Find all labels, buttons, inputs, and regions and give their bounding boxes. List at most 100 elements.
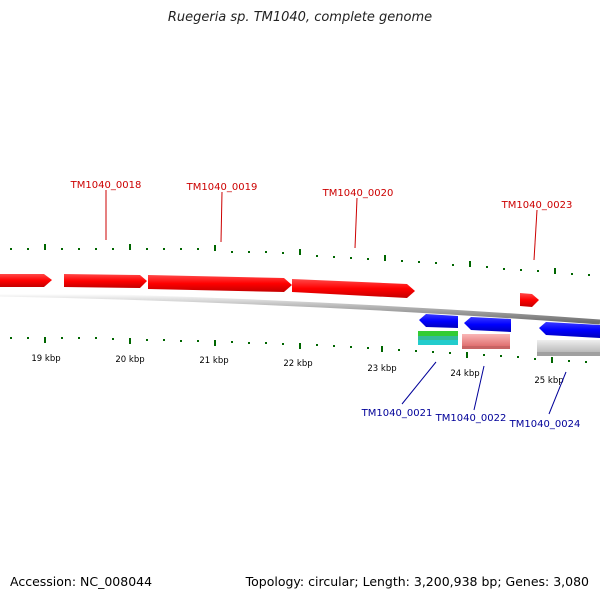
tick-mark	[10, 337, 12, 339]
tick-mark	[415, 350, 417, 352]
tick-mark	[384, 255, 386, 261]
tick-mark	[61, 248, 63, 250]
tick-mark	[180, 248, 182, 250]
tick-mark	[500, 355, 502, 357]
tick-mark	[163, 339, 165, 341]
callout-line	[354, 197, 358, 249]
tick-mark	[503, 268, 505, 270]
tick-mark	[231, 251, 233, 253]
reverse-strand	[418, 314, 600, 356]
tick-mark	[146, 339, 148, 341]
tick-mark	[95, 248, 97, 250]
tick-mark	[350, 346, 352, 348]
scale-label: 25 kbp	[534, 376, 563, 386]
tick-mark	[248, 342, 250, 344]
scale-label: 22 kbp	[283, 359, 312, 369]
lower-ticks	[10, 337, 587, 363]
tick-mark	[78, 248, 80, 250]
map-title: Ruegeria sp. TM1040, complete genome	[167, 10, 433, 25]
tick-mark	[432, 351, 434, 353]
tick-mark	[180, 340, 182, 342]
tick-mark	[112, 338, 114, 340]
genome-summary: Topology: circular; Length: 3,200,938 bp…	[245, 574, 589, 589]
tick-mark	[418, 261, 420, 263]
tick-mark	[27, 248, 29, 250]
tick-mark	[61, 337, 63, 339]
tick-mark	[517, 356, 519, 358]
gene-arrow-tm1040-0023[interactable]	[520, 293, 539, 307]
scale-label: 23 kbp	[367, 364, 396, 374]
gene-label-tm1040-0021[interactable]: TM1040_0021	[361, 408, 433, 419]
gene-label-tm1040-0022[interactable]: TM1040_0022	[435, 413, 507, 424]
forward-strand	[0, 274, 539, 307]
tick-mark	[449, 352, 451, 354]
gene-arrow-tm1040-0020[interactable]	[292, 279, 415, 298]
tick-mark	[398, 349, 400, 351]
feature-green-bar	[418, 331, 458, 336]
gene-arrow-tm1040-0019[interactable]	[148, 275, 292, 292]
tick-mark	[10, 248, 12, 250]
tick-mark	[367, 347, 369, 349]
feature-pink-bar	[462, 334, 510, 346]
tick-mark	[316, 344, 318, 346]
tick-mark	[483, 354, 485, 356]
gene-label-tm1040-0018[interactable]: TM1040_0018	[70, 180, 142, 191]
feature-teal-bar	[418, 336, 458, 340]
tick-mark	[44, 244, 46, 250]
gene-arrow-tm1040-0021[interactable]	[419, 314, 458, 328]
callout-line	[473, 365, 485, 411]
gene-arrow-tm1040-0018[interactable]	[64, 274, 147, 288]
tick-mark	[537, 270, 539, 272]
tick-mark	[163, 248, 165, 250]
tick-mark	[214, 340, 216, 346]
upper-ticks	[10, 244, 590, 276]
tick-mark	[282, 252, 284, 254]
gene-label-tm1040-0024[interactable]: TM1040_0024	[509, 419, 581, 430]
scale-label: 21 kbp	[199, 356, 228, 366]
scale-label: 20 kbp	[115, 355, 144, 365]
callout-line	[220, 191, 223, 243]
gene-arrow-tm1040-0022[interactable]	[464, 317, 511, 332]
tick-mark	[129, 338, 131, 344]
tick-mark	[571, 273, 573, 275]
tick-mark	[333, 256, 335, 258]
gene-label-tm1040-0023[interactable]: TM1040_0023	[501, 200, 573, 211]
feature-gray-bar	[537, 340, 600, 352]
tick-mark	[231, 341, 233, 343]
callout-line	[533, 209, 538, 261]
tick-mark	[466, 352, 468, 358]
tick-mark	[350, 257, 352, 259]
feature-gray-underline	[537, 352, 600, 356]
tick-mark	[585, 361, 587, 363]
gene-arrow-forward[interactable]	[0, 274, 52, 287]
tick-mark	[299, 249, 301, 255]
scale-label: 24 kbp	[450, 369, 479, 379]
tick-mark	[248, 251, 250, 253]
tick-mark	[554, 268, 556, 274]
scale-labels: 19 kbp 20 kbp 21 kbp 22 kbp 23 kbp 24 kb…	[31, 354, 563, 386]
tick-mark	[381, 346, 383, 352]
tick-mark	[265, 251, 267, 253]
tick-mark	[78, 337, 80, 339]
tick-mark	[265, 342, 267, 344]
gene-arrow-tm1040-0024[interactable]	[539, 322, 600, 338]
tick-mark	[299, 343, 301, 349]
tick-mark	[112, 248, 114, 250]
gene-label-tm1040-0019[interactable]: TM1040_0019	[186, 182, 258, 193]
feature-cyan-bar	[418, 340, 458, 345]
accession-label: Accession: NC_008044	[10, 574, 153, 589]
tick-mark	[401, 260, 403, 262]
tick-mark	[534, 358, 536, 360]
reverse-gene-labels: TM1040_0021 TM1040_0022 TM1040_0024	[361, 361, 581, 430]
tick-mark	[316, 255, 318, 257]
callout-line	[548, 371, 567, 415]
tick-mark	[520, 269, 522, 271]
tick-mark	[568, 360, 570, 362]
tick-mark	[486, 266, 488, 268]
tick-mark	[588, 274, 590, 276]
forward-gene-labels: TM1040_0018 TM1040_0019 TM1040_0020 TM10…	[70, 180, 573, 261]
gene-label-tm1040-0020[interactable]: TM1040_0020	[322, 188, 394, 199]
tick-mark	[282, 343, 284, 345]
tick-mark	[333, 345, 335, 347]
